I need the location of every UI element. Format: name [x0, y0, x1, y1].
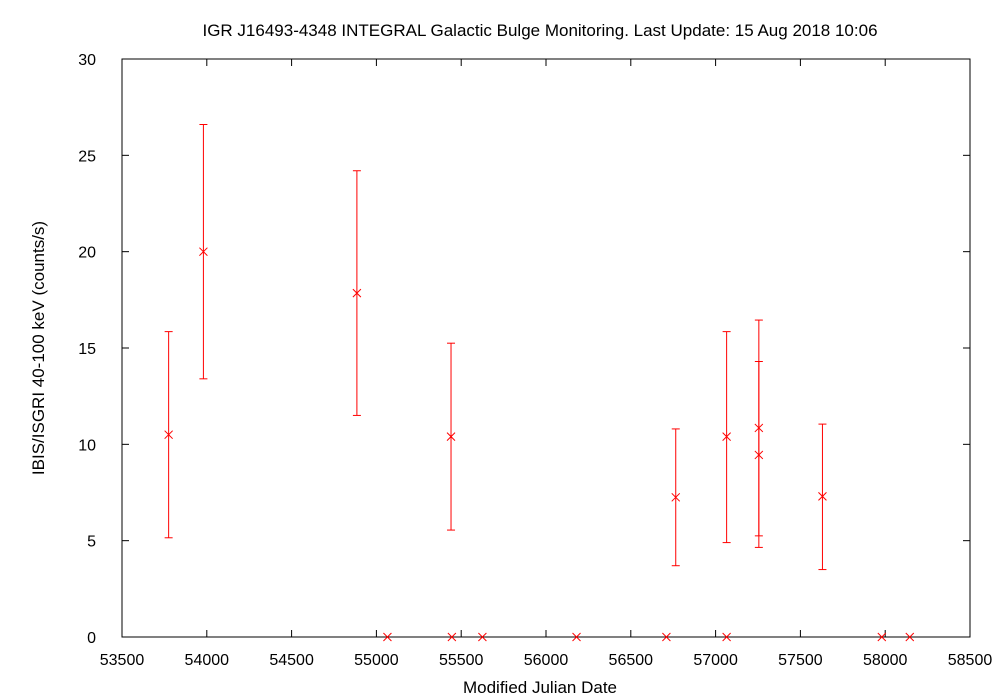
point-marker — [722, 632, 731, 642]
data-point — [352, 170, 362, 416]
data-point — [478, 632, 487, 642]
data-point — [383, 632, 392, 642]
point-marker — [164, 430, 173, 440]
data-point — [905, 632, 915, 642]
x-tick-label: 54000 — [185, 652, 230, 669]
point-marker — [722, 432, 731, 441]
x-tick-label: 56500 — [609, 652, 654, 669]
data-point — [818, 423, 827, 571]
point-marker — [877, 632, 887, 642]
x-tick-label: 56000 — [524, 652, 569, 669]
x-tick-label: 55500 — [439, 652, 484, 669]
data-points — [164, 124, 915, 642]
data-point — [877, 632, 887, 642]
point-marker — [818, 491, 827, 501]
chart-title: IGR J16493-4348 INTEGRAL Galactic Bulge … — [202, 21, 877, 40]
point-marker — [383, 632, 392, 642]
data-point — [722, 331, 731, 544]
x-tick-label: 54500 — [269, 652, 314, 669]
data-point — [447, 632, 457, 642]
point-marker — [572, 632, 581, 642]
y-tick-labels: 0 5 10 15 20 25 30 — [78, 52, 96, 647]
point-marker — [905, 632, 915, 642]
x-tick-label: 57500 — [778, 652, 823, 669]
plot-frame — [121, 58, 971, 638]
point-marker — [446, 432, 456, 441]
y-tick-label: 10 — [78, 437, 96, 454]
point-marker — [352, 288, 362, 298]
point-marker — [754, 450, 764, 460]
point-marker — [199, 247, 208, 257]
y-tick-label: 0 — [87, 630, 96, 647]
x-tick-labels: 53500 54000 54500 55000 55500 56000 56500 57000… — [100, 652, 993, 669]
data-point — [722, 632, 731, 642]
y-axis-label: IBIS/ISGRI 40-100 keV (counts/s) — [29, 221, 48, 475]
data-point — [671, 428, 681, 567]
point-marker — [447, 632, 457, 642]
data-point — [662, 632, 671, 642]
x-tick-label: 58000 — [863, 652, 908, 669]
x-tick-label: 53500 — [100, 652, 145, 669]
point-marker — [478, 632, 487, 642]
data-point — [572, 632, 581, 642]
y-tick-label: 25 — [78, 148, 96, 165]
y-tick-label: 15 — [78, 341, 96, 358]
data-point — [754, 360, 764, 548]
y-tick-label: 20 — [78, 245, 96, 262]
x-axis-label: Modified Julian Date — [463, 678, 617, 697]
point-marker — [662, 632, 671, 642]
axis-ticks — [121, 58, 971, 638]
y-tick-label: 5 — [87, 534, 96, 551]
x-tick-label: 58500 — [948, 652, 993, 669]
x-tick-label: 57000 — [693, 652, 738, 669]
y-tick-label: 30 — [78, 52, 96, 69]
x-tick-label: 55000 — [354, 652, 399, 669]
data-point — [199, 124, 208, 380]
data-point — [164, 331, 173, 539]
point-marker — [671, 492, 681, 502]
data-point — [446, 342, 456, 531]
